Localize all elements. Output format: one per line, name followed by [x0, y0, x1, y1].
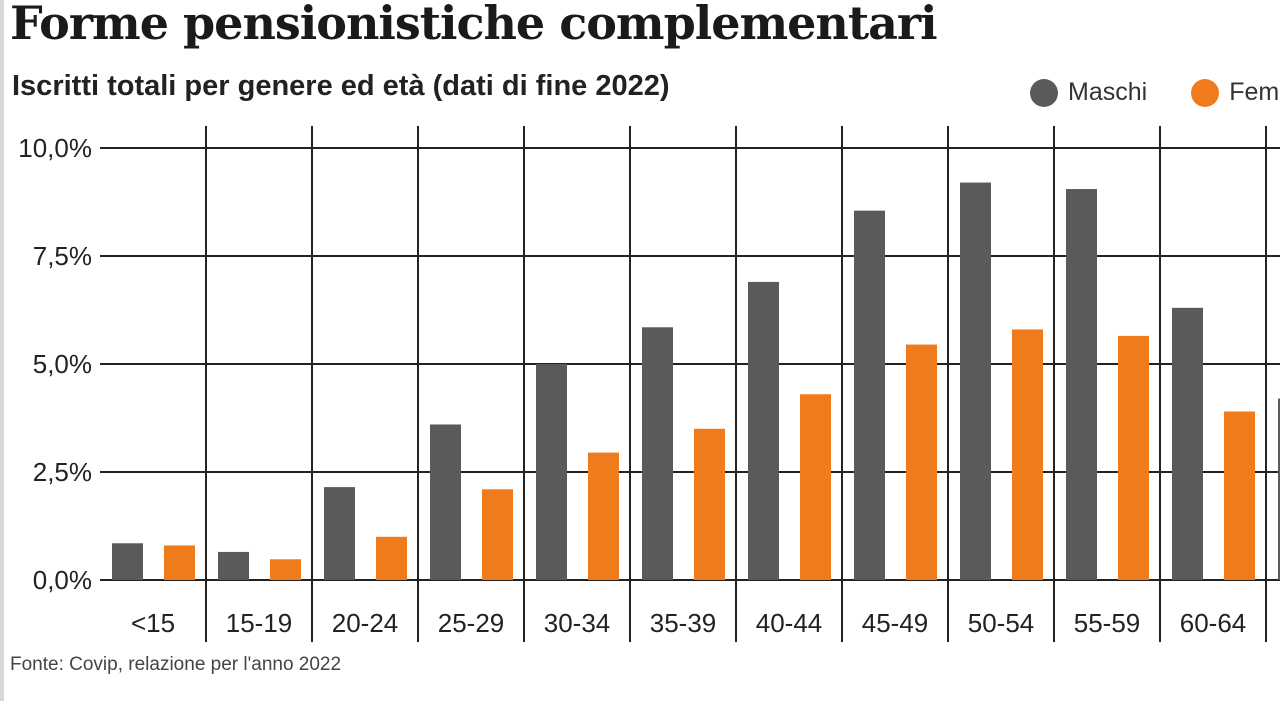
- bar-maschi-7: [854, 210, 885, 580]
- bar-femmine-0: [164, 545, 195, 580]
- legend-label-femmine: Femmine: [1229, 78, 1280, 106]
- bar-maschi-5: [642, 327, 673, 580]
- bar-femmine-10: [1224, 411, 1255, 580]
- bar-maschi-11: [1278, 398, 1280, 580]
- legend-swatch-maschi: [1030, 78, 1058, 107]
- bar-femmine-1: [270, 559, 301, 580]
- y-tick-label: 7,5%: [33, 241, 92, 271]
- bars: [112, 182, 1280, 581]
- bar-femmine-9: [1118, 335, 1149, 580]
- bar-maschi-9: [1066, 189, 1097, 581]
- x-tick-label: <15: [131, 608, 175, 638]
- left-border: [0, 0, 4, 701]
- x-tick-label: 40-44: [756, 608, 823, 638]
- y-tick-label: 0,0%: [33, 565, 92, 595]
- bar-maschi-1: [218, 551, 249, 580]
- x-tick-label: 30-34: [544, 608, 611, 638]
- x-tick-label: 35-39: [650, 608, 717, 638]
- bar-maschi-10: [1172, 307, 1203, 580]
- y-tick-label: 10,0%: [18, 133, 92, 163]
- y-axis-ticks: 0,0% 2,5% 5,0% 7,5% 10,0%: [18, 133, 92, 595]
- y-tick-label: 5,0%: [33, 349, 92, 379]
- x-tick-label: 60-64: [1180, 608, 1247, 638]
- legend-item-maschi: Maschi: [1030, 78, 1147, 107]
- bar-femmine-5: [694, 428, 725, 580]
- x-axis-ticks: <15 15-19 20-24 25-29 30-34 35-39 40-44 45-49 50…: [131, 608, 1247, 638]
- bar-femmine-7: [906, 344, 937, 580]
- x-tick-label: 25-29: [438, 608, 505, 638]
- y-tick-label: 2,5%: [33, 457, 92, 487]
- chart-subtitle: Iscritti totali per genere ed età (dati …: [12, 70, 670, 102]
- x-tick-label: 50-54: [968, 608, 1035, 638]
- x-tick-label: 20-24: [332, 608, 399, 638]
- legend: Maschi Femmine: [1030, 78, 1280, 107]
- bar-maschi-8: [960, 182, 991, 580]
- legend-swatch-femmine: [1191, 78, 1220, 107]
- legend-label-maschi: Maschi: [1068, 78, 1148, 106]
- bar-maschi-6: [748, 281, 779, 580]
- bar-maschi-0: [112, 543, 143, 580]
- source-note: Fonte: Covip, relazione per l'anno 2022: [10, 654, 342, 675]
- bar-femmine-3: [482, 489, 513, 580]
- bar-femmine-6: [800, 394, 831, 580]
- bar-femmine-4: [588, 452, 619, 580]
- bar-maschi-4: [536, 364, 567, 580]
- legend-item-femmine: Femmine: [1191, 78, 1280, 107]
- chart-title: Forme pensionistiche complementari: [10, 0, 938, 50]
- bar-maschi-2: [324, 487, 355, 580]
- bar-femmine-2: [376, 536, 407, 580]
- bar-maschi-3: [430, 424, 461, 580]
- x-tick-label: 55-59: [1074, 608, 1141, 638]
- bar-femmine-8: [1012, 329, 1043, 580]
- x-tick-label: 15-19: [226, 608, 293, 638]
- x-tick-label: 45-49: [862, 608, 929, 638]
- bar-chart: 0,0% 2,5% 5,0% 7,5% 10,0% <15 15-19 20-24 25-29…: [18, 126, 1280, 642]
